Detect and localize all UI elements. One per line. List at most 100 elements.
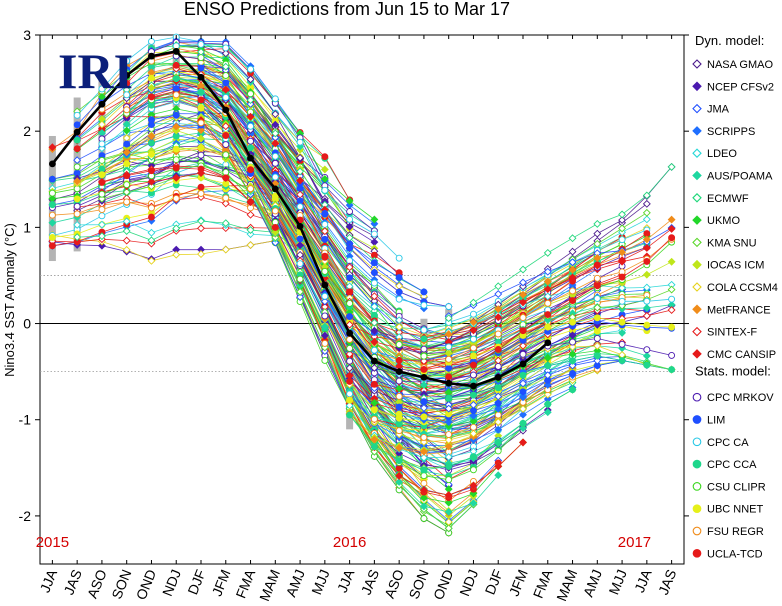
observed-point bbox=[420, 374, 428, 381]
model-marker bbox=[569, 357, 576, 365]
model-marker bbox=[544, 311, 552, 319]
model-marker bbox=[148, 93, 155, 101]
model-marker bbox=[395, 377, 403, 385]
model-marker bbox=[346, 357, 354, 365]
model-marker bbox=[618, 318, 626, 326]
model-marker bbox=[48, 211, 56, 219]
model-marker bbox=[296, 153, 305, 162]
model-marker bbox=[519, 410, 527, 419]
model-line bbox=[77, 220, 301, 254]
model-marker bbox=[247, 137, 254, 145]
model-line bbox=[349, 340, 573, 431]
model-marker bbox=[370, 398, 379, 407]
legend-dyn-label: IOCAS ICM bbox=[707, 260, 764, 272]
model-line bbox=[423, 360, 647, 410]
observed-point bbox=[197, 73, 205, 81]
legend-dyn-swatch bbox=[692, 215, 702, 225]
model-marker bbox=[246, 112, 255, 121]
model-marker bbox=[395, 403, 403, 411]
model-marker bbox=[494, 399, 502, 407]
model-marker bbox=[419, 486, 428, 495]
observed-point bbox=[172, 47, 180, 55]
model-marker bbox=[321, 267, 329, 275]
model-marker bbox=[420, 466, 428, 474]
model-marker bbox=[148, 167, 155, 175]
model-marker bbox=[494, 404, 503, 413]
model-marker bbox=[197, 104, 205, 111]
model-marker bbox=[123, 198, 131, 206]
model-marker bbox=[370, 337, 379, 346]
model-marker bbox=[222, 132, 230, 139]
model-marker bbox=[48, 201, 56, 209]
model-marker bbox=[544, 362, 552, 370]
model-line bbox=[101, 133, 326, 218]
model-marker bbox=[569, 386, 576, 394]
model-marker bbox=[147, 228, 156, 237]
legend-dyn-swatch bbox=[692, 170, 702, 181]
model-line bbox=[448, 337, 672, 381]
observed-point bbox=[395, 368, 403, 376]
model-marker bbox=[643, 257, 651, 265]
model-line bbox=[349, 334, 573, 415]
model-line bbox=[324, 343, 549, 455]
model-marker bbox=[395, 392, 403, 400]
model-line bbox=[275, 174, 499, 344]
model-marker bbox=[48, 189, 56, 197]
model-marker bbox=[321, 312, 329, 320]
legend-stat-swatch bbox=[692, 459, 702, 469]
model-marker bbox=[642, 304, 651, 312]
model-marker bbox=[172, 156, 180, 164]
model-marker bbox=[667, 215, 676, 224]
model-marker bbox=[148, 150, 155, 158]
model-marker bbox=[618, 340, 626, 348]
model-line bbox=[225, 97, 449, 307]
model-forecast-markers bbox=[48, 33, 676, 537]
model-marker bbox=[519, 314, 527, 322]
model-marker bbox=[444, 418, 453, 427]
model-marker bbox=[445, 373, 453, 381]
model-marker bbox=[172, 61, 180, 69]
model-marker bbox=[172, 173, 181, 182]
model-marker bbox=[420, 345, 428, 353]
model-marker bbox=[97, 232, 106, 241]
model-marker bbox=[48, 242, 56, 250]
model-marker bbox=[147, 83, 156, 92]
legend-dyn-swatch bbox=[692, 349, 702, 359]
model-marker bbox=[444, 518, 453, 526]
model-marker bbox=[445, 355, 453, 363]
model-marker bbox=[73, 177, 82, 186]
model-marker bbox=[494, 471, 503, 480]
model-line bbox=[349, 368, 573, 453]
model-marker bbox=[271, 139, 280, 148]
legend-stat-swatch bbox=[692, 482, 702, 491]
legend-dynamical-header: Dyn. model: bbox=[695, 33, 764, 48]
model-marker bbox=[444, 314, 453, 323]
model-marker bbox=[48, 143, 57, 152]
model-marker bbox=[494, 418, 503, 426]
model-marker bbox=[569, 369, 576, 377]
model-marker bbox=[395, 323, 404, 331]
model-marker bbox=[470, 371, 477, 379]
model-marker bbox=[469, 400, 478, 409]
legend-dyn-label: ECMWF bbox=[707, 193, 749, 205]
model-marker bbox=[395, 341, 403, 349]
legend-dyn-swatch bbox=[692, 126, 702, 136]
model-marker bbox=[668, 295, 676, 303]
model-marker bbox=[296, 203, 304, 211]
model-marker bbox=[346, 299, 354, 307]
y-tick-label: 1 bbox=[23, 219, 31, 235]
model-line bbox=[101, 67, 326, 159]
chart-title: ENSO Predictions from Jun 15 to Mar 17 bbox=[184, 0, 510, 19]
model-marker bbox=[469, 499, 478, 508]
model-marker bbox=[667, 224, 676, 233]
model-marker bbox=[271, 129, 280, 138]
model-marker bbox=[172, 195, 180, 202]
model-marker bbox=[395, 444, 404, 452]
model-marker bbox=[197, 183, 205, 191]
model-marker bbox=[370, 380, 378, 388]
model-marker bbox=[444, 404, 453, 413]
observed-point bbox=[321, 281, 329, 289]
model-line bbox=[349, 360, 573, 435]
model-marker bbox=[494, 313, 503, 322]
